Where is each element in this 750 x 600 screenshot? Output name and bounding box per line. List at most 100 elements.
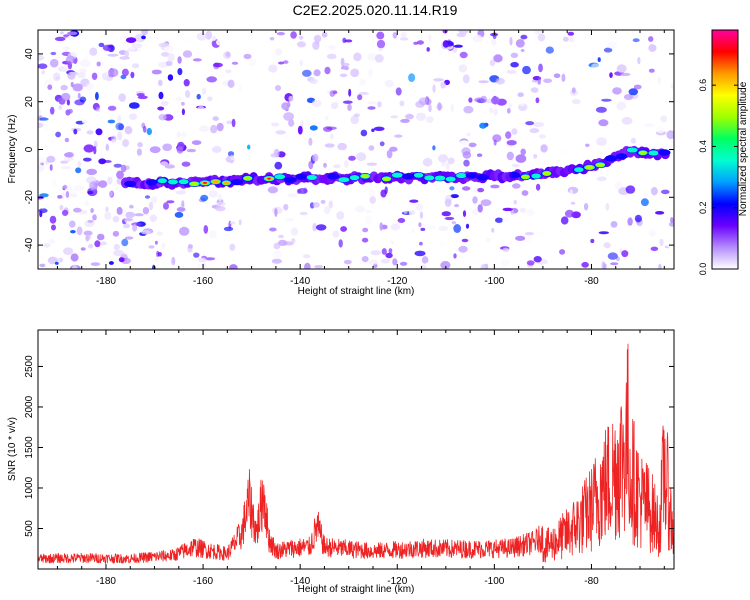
noise-blob xyxy=(361,256,369,263)
noise-blob xyxy=(288,119,295,127)
noise-blob xyxy=(248,58,257,66)
noise-blob xyxy=(560,216,569,225)
figure-title: C2E2.2025.020.11.14.R19 xyxy=(292,2,458,18)
noise-blob xyxy=(162,143,173,152)
noise-blob xyxy=(312,202,320,208)
noise-blob xyxy=(379,141,385,147)
noise-blob xyxy=(65,55,75,64)
noise-blob xyxy=(181,108,185,116)
noise-blob xyxy=(533,121,544,128)
noise-blob xyxy=(238,219,242,226)
noise-blob xyxy=(510,52,519,58)
noise-blob xyxy=(222,238,231,242)
noise-blob xyxy=(38,108,42,115)
noise-blob xyxy=(96,233,105,241)
noise-blob xyxy=(376,39,386,49)
noise-blob xyxy=(58,105,63,110)
noise-blob xyxy=(530,87,539,93)
noise-blob xyxy=(458,245,468,253)
noise-blob xyxy=(216,122,224,132)
noise-blob xyxy=(112,230,120,237)
noise-blob xyxy=(312,41,320,50)
ridge-core xyxy=(223,181,230,185)
noise-blob xyxy=(506,69,517,74)
noise-blob xyxy=(493,108,498,116)
ridge-core xyxy=(465,172,479,179)
noise-blob xyxy=(148,245,155,249)
noise-blob xyxy=(548,181,553,188)
noise-blob xyxy=(325,146,336,152)
noise-blob xyxy=(276,32,285,36)
noise-blob xyxy=(331,102,339,110)
noise-blob xyxy=(456,32,467,38)
noise-blob xyxy=(495,217,503,223)
noise-blob xyxy=(345,33,352,38)
noise-blob xyxy=(69,71,79,76)
ridge-core xyxy=(212,180,219,184)
noise-blob xyxy=(238,83,242,93)
noise-blob xyxy=(370,250,382,256)
noise-blob xyxy=(72,264,78,269)
noise-blob xyxy=(623,93,634,101)
noise-blob xyxy=(283,241,294,246)
noise-blob xyxy=(440,261,451,269)
noise-blob xyxy=(379,222,383,231)
noise-blob xyxy=(38,54,44,61)
ridge-core xyxy=(476,174,490,181)
noise-blob xyxy=(299,59,304,67)
noise-blob xyxy=(385,252,393,259)
noise-blob xyxy=(116,206,123,215)
noise-blob xyxy=(598,119,609,127)
noise-blob xyxy=(529,128,540,134)
noise-blob xyxy=(65,151,74,158)
noise-blob xyxy=(137,95,148,100)
ridge-core xyxy=(361,174,370,179)
noise-blob xyxy=(453,224,462,233)
noise-blob xyxy=(122,139,130,147)
noise-blob xyxy=(79,59,91,67)
y-tick-label: 20 xyxy=(24,96,35,108)
noise-blob xyxy=(361,237,369,243)
ridge-core xyxy=(604,155,617,162)
noise-blob xyxy=(444,198,452,207)
noise-blob xyxy=(176,131,181,138)
noise-blob xyxy=(247,144,251,150)
x-tick-label: -140 xyxy=(290,576,310,587)
noise-blob xyxy=(75,167,82,174)
noise-blob xyxy=(152,157,156,165)
background-noise xyxy=(38,30,674,269)
noise-blob xyxy=(394,134,403,138)
noise-blob xyxy=(107,53,119,57)
noise-blob xyxy=(670,217,674,224)
noise-blob xyxy=(124,211,136,219)
noise-blob xyxy=(603,47,613,53)
noise-blob xyxy=(267,186,279,194)
noise-blob xyxy=(466,132,471,136)
noise-blob xyxy=(87,219,94,223)
noise-blob xyxy=(520,34,528,40)
noise-blob xyxy=(603,242,611,249)
noise-blob xyxy=(297,161,303,167)
ridge-core xyxy=(190,181,199,186)
noise-blob xyxy=(229,221,236,225)
noise-blob xyxy=(418,97,428,106)
noise-blob xyxy=(89,47,98,56)
noise-blob xyxy=(88,243,94,249)
noise-blob xyxy=(131,63,140,69)
noise-blob xyxy=(561,73,566,83)
ridge-core xyxy=(626,147,638,153)
noise-blob xyxy=(83,144,95,153)
noise-blob xyxy=(79,68,87,74)
noise-blob xyxy=(564,209,575,218)
ridge-core xyxy=(168,179,178,185)
noise-blob xyxy=(511,163,520,168)
noise-blob xyxy=(212,116,219,121)
noise-blob xyxy=(166,200,175,204)
noise-blob xyxy=(432,145,436,151)
noise-blob xyxy=(633,84,642,90)
noise-blob xyxy=(149,214,158,223)
noise-blob xyxy=(650,187,658,196)
noise-blob xyxy=(397,218,406,223)
noise-blob xyxy=(193,252,200,258)
ridge-core xyxy=(585,165,594,170)
